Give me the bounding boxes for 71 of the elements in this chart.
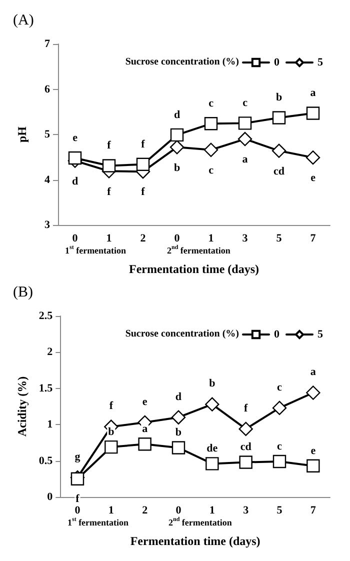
data-label: c	[277, 440, 282, 452]
x-tick-label: 2	[140, 232, 146, 244]
legend-title: Sucrose concentration (%)	[125, 328, 239, 340]
x-tick-label: 0	[72, 232, 78, 244]
x-tick-label: 3	[242, 232, 248, 244]
x-tick-label: 7	[310, 232, 316, 244]
legend-title: Sucrose concentration (%)	[125, 56, 239, 68]
x-tick-label: 5	[276, 232, 282, 244]
data-label: e	[310, 444, 316, 457]
legend-label: 0	[274, 56, 280, 68]
y-tick-label: 6	[44, 83, 50, 96]
data-label: f	[107, 140, 112, 152]
data-label: f	[109, 400, 114, 412]
data-label: a	[142, 423, 148, 436]
data-label: c	[208, 164, 214, 176]
x-tick-label: 1	[108, 504, 114, 516]
data-label: de	[206, 442, 218, 455]
x-tick-label: 0	[74, 504, 81, 516]
y-tick-label: 2	[47, 346, 54, 358]
y-tick-label: 3	[44, 219, 50, 231]
x-tick-label: 3	[243, 504, 250, 516]
y-tick-label: 0.5	[38, 454, 54, 467]
x-tick-label: 2	[142, 504, 148, 516]
data-label: d	[174, 108, 180, 121]
data-label: c	[242, 97, 248, 110]
x-tick-label: 0	[176, 504, 182, 516]
legend-label: 5	[318, 328, 324, 340]
data-label: e	[72, 132, 78, 144]
data-label: e	[142, 396, 148, 408]
data-label: cd	[274, 165, 284, 178]
data-label: b	[175, 426, 182, 439]
data-label: f	[141, 186, 146, 198]
y-axis-title: pH	[15, 126, 29, 143]
y-tick-label: 2.5	[38, 310, 54, 322]
y-axis-title: Acidity (%)	[15, 376, 29, 437]
y-tick-label: 1	[47, 418, 53, 431]
y-tick-label: 0	[47, 491, 54, 503]
data-label: g	[74, 450, 81, 463]
legend-label: 0	[274, 328, 280, 340]
x-axis-title: Fermentation time (days)	[130, 534, 260, 548]
x-tick-label: 5	[276, 504, 283, 516]
data-label: e	[310, 172, 316, 184]
legend-label: 5	[318, 56, 324, 68]
data-label: f	[141, 138, 146, 150]
data-label: d	[72, 175, 78, 188]
data-label: a	[310, 87, 316, 100]
data-label: d	[175, 390, 182, 403]
data-label: f	[107, 186, 112, 198]
data-label: cd	[240, 441, 252, 454]
y-tick-label: 4	[44, 174, 50, 186]
x-tick-label: 1	[106, 232, 112, 244]
data-label: a	[242, 154, 248, 166]
data-label: f	[244, 402, 248, 414]
data-label: b	[276, 92, 282, 104]
data-label: c	[208, 98, 214, 110]
data-label: c	[277, 381, 282, 394]
x-tick-label: 7	[310, 504, 316, 516]
data-label: b	[209, 378, 216, 390]
data-label: b	[108, 426, 114, 438]
data-label: f	[76, 493, 80, 505]
data-label: a	[310, 366, 316, 378]
x-tick-label: 0	[174, 232, 180, 244]
y-tick-label: 5	[44, 128, 50, 140]
x-tick-label: 1	[209, 504, 215, 516]
y-tick-label: 7	[44, 38, 50, 50]
chart-title: (B)	[13, 284, 33, 300]
x-tick-label: 1	[208, 232, 214, 244]
y-tick-label: 1.5	[38, 382, 54, 394]
data-label: b	[174, 162, 180, 174]
chart-title: (A)	[13, 12, 34, 28]
x-axis-title: Fermentation time (days)	[129, 262, 259, 276]
